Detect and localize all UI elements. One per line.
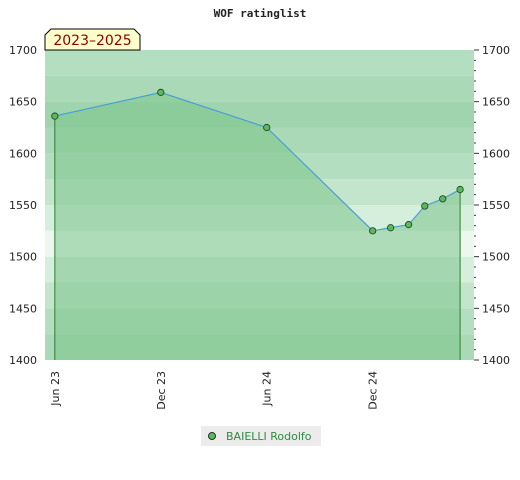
y-tick-label-left: 1550	[9, 199, 37, 212]
x-tick-label: Jun 24	[261, 371, 274, 407]
chart-title: WOF ratinglist	[214, 7, 307, 20]
series-area	[54, 92, 461, 361]
data-point	[456, 185, 464, 194]
x-tick-label: Dec 24	[367, 371, 380, 410]
y-tick-label-left: 1600	[9, 147, 37, 160]
y-tick-label-right: 1500	[482, 251, 510, 264]
marks	[51, 88, 464, 235]
data-point	[439, 195, 447, 203]
background-band	[45, 75, 474, 102]
legend-marker-icon	[208, 432, 216, 440]
data-point	[157, 88, 165, 96]
data-point	[404, 221, 413, 229]
axes: 1700 1700 1650 1650 1600 1600 1550 1550 1500 1500…	[9, 44, 510, 410]
x-tick-label: Dec 23	[155, 371, 168, 410]
period-badge: 2023–2025	[44, 28, 141, 51]
y-tick-label-right: 1450	[482, 302, 510, 315]
legend-background	[201, 426, 321, 446]
y-tick-label-left: 1650	[9, 96, 37, 109]
data-point	[51, 112, 59, 120]
y-tick-label-right: 1550	[482, 199, 510, 212]
y-tick-label-left: 1400	[9, 354, 37, 367]
legend-series-label: BAIELLI Rodolfo	[226, 430, 312, 443]
y-tick-label-left: 1450	[9, 302, 37, 315]
x-tick-label: Jun 23	[49, 371, 62, 407]
badge-label: 2023–2025	[53, 33, 131, 49]
data-point	[387, 224, 395, 232]
y-tick-label-right: 1400	[482, 354, 510, 367]
y-tick-label-right: 1600	[482, 147, 510, 160]
data-point	[369, 227, 377, 235]
data-point	[263, 123, 271, 132]
y-tick-label-right: 1700	[482, 44, 510, 57]
background-band	[45, 50, 474, 76]
badge-shape	[44, 28, 141, 51]
y-tick-label-right: 1650	[482, 96, 510, 109]
legend[interactable]: BAIELLI Rodolfo	[201, 426, 321, 446]
y-tick-label-left: 1700	[9, 44, 37, 57]
data-point	[421, 202, 429, 210]
area-layer	[54, 92, 461, 361]
y-tick-label-left: 1500	[9, 251, 37, 264]
